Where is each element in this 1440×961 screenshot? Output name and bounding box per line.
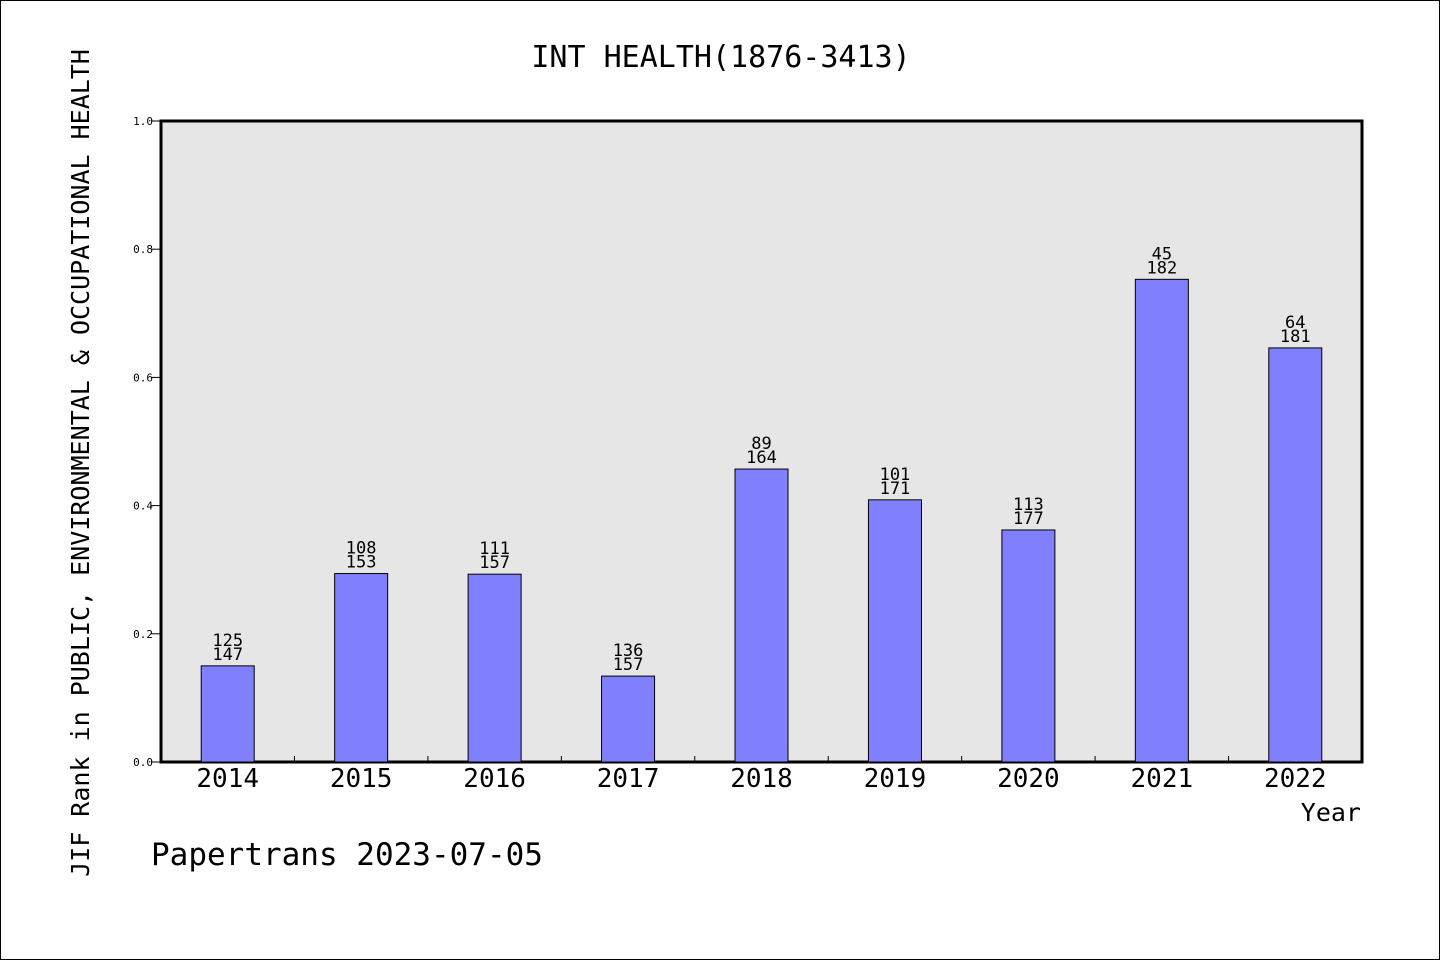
x-tick-label: 2020 bbox=[997, 764, 1060, 794]
x-tick-label: 2015 bbox=[330, 764, 393, 794]
bar-2017 bbox=[601, 675, 656, 763]
y-tick-label: 0.0 bbox=[133, 756, 153, 769]
rank-label: 113 bbox=[1013, 495, 1044, 515]
total-label: 171 bbox=[880, 479, 911, 499]
bar-2015 bbox=[334, 573, 389, 763]
footer-credit: Papertrans 2023-07-05 bbox=[151, 837, 543, 873]
total-label: 182 bbox=[1146, 258, 1177, 278]
y-tick-label: 0.4 bbox=[133, 500, 153, 513]
x-tick-label: 2022 bbox=[1264, 764, 1327, 794]
y-tick-label: 0.8 bbox=[133, 243, 153, 256]
bar-2021 bbox=[1134, 278, 1189, 763]
rank-label: 136 bbox=[613, 641, 644, 661]
bar-2016 bbox=[467, 573, 522, 763]
bar-labels: 1251471081531111571361578916410117111317… bbox=[212, 244, 1310, 675]
y-tick-label: 0.6 bbox=[133, 371, 153, 384]
bar-2022 bbox=[1268, 347, 1323, 763]
y-axis-label: JIF Rank in PUBLIC, ENVIRONMENTAL & OCCU… bbox=[66, 49, 95, 877]
bar-2020 bbox=[1001, 529, 1056, 763]
total-label: 164 bbox=[746, 448, 777, 468]
total-label: 147 bbox=[212, 645, 243, 665]
x-axis-ticks: 2014 2015 2016 2017 2018 2019 2020 2021 2022 bbox=[196, 756, 1327, 794]
y-tick-label: 0.2 bbox=[133, 628, 153, 641]
chart-title: INT HEALTH(1876-3413) bbox=[531, 40, 910, 75]
total-label: 153 bbox=[346, 553, 377, 573]
x-axis-label: Year bbox=[1301, 798, 1361, 827]
total-label: 157 bbox=[479, 553, 510, 573]
bar-2019 bbox=[867, 499, 922, 763]
bar-2014 bbox=[200, 665, 255, 763]
total-label: 177 bbox=[1013, 509, 1044, 529]
rank-label: 45 bbox=[1152, 244, 1172, 264]
total-label: 157 bbox=[613, 655, 644, 675]
total-label: 181 bbox=[1280, 327, 1311, 347]
rank-label: 64 bbox=[1285, 313, 1305, 333]
rank-label: 89 bbox=[751, 434, 771, 454]
x-tick-label: 2018 bbox=[730, 764, 793, 794]
y-axis-ticks: 0.0 0.2 0.4 0.6 0.8 1.0 bbox=[133, 115, 161, 769]
rank-label: 108 bbox=[346, 539, 377, 559]
rank-label: 101 bbox=[880, 465, 911, 485]
y-tick-label: 1.0 bbox=[133, 115, 153, 128]
rank-label: 125 bbox=[212, 631, 243, 651]
rank-label: 111 bbox=[479, 539, 510, 559]
x-tick-label: 2021 bbox=[1131, 764, 1194, 794]
x-tick-label: 2016 bbox=[463, 764, 526, 794]
x-tick-label: 2019 bbox=[864, 764, 927, 794]
bars bbox=[200, 278, 1323, 763]
x-tick-label: 2014 bbox=[196, 764, 259, 794]
x-tick-label: 2017 bbox=[597, 764, 660, 794]
bar-2018 bbox=[734, 468, 789, 763]
